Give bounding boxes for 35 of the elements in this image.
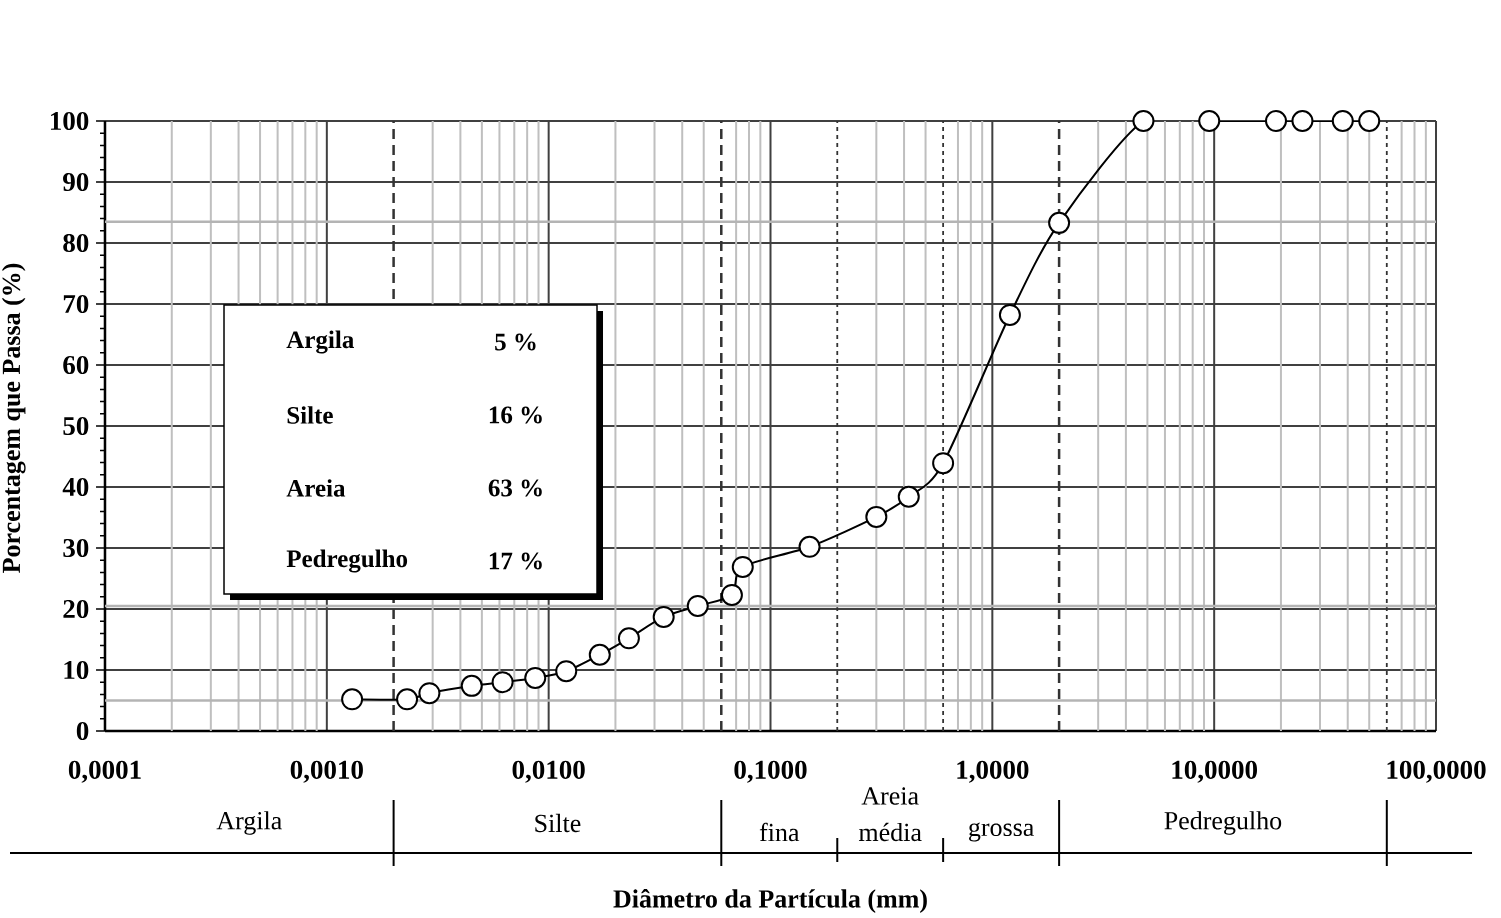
x-tick-label: 10,0000 (1172, 760, 1258, 783)
text: Areia (861, 787, 919, 805)
text: Pedregulho (1164, 811, 1282, 835)
x-tick-label: 0,0001 (68, 760, 141, 783)
annotation: 5 % (495, 333, 536, 351)
y-tick-label: 0 (76, 721, 89, 741)
y-tick-label: 20 (63, 599, 89, 619)
x-tick-label: 1,0000 (957, 760, 1029, 783)
y-tick-label: 60 (63, 355, 89, 375)
y-axis-title: Porcentagem que Passa (%) (1, 263, 26, 573)
text: Silte (535, 813, 581, 833)
annotation: Pedregulho (286, 549, 408, 573)
y-tick-label: 40 (62, 477, 89, 497)
y-tick-label: 100 (50, 111, 89, 131)
text: grossa (969, 822, 1034, 842)
x-tick-label: 0,0010 (290, 760, 363, 783)
annotation: Silte (287, 406, 333, 424)
y-tick-label: 10 (64, 660, 89, 680)
text: média (858, 822, 922, 842)
x-tick-label: 0,1000 (734, 760, 807, 783)
annotation: 16 % (489, 406, 542, 424)
y-tick-label: 50 (63, 416, 89, 436)
y-tick-label: 80 (63, 233, 89, 253)
annotation: Argila (286, 330, 354, 354)
y-tick-label: 90 (63, 172, 89, 192)
y-tick-label: 70 (63, 294, 89, 314)
y-tick-label: 30 (63, 538, 89, 558)
text: fina (759, 822, 800, 842)
annotation: Areia (286, 479, 346, 497)
text: Argila (216, 811, 282, 835)
x-axis-title: Diâmetro da Partícula (mm) (613, 889, 927, 913)
x-tick-label: 100,0000 (1387, 760, 1486, 783)
annotation: 63 % (488, 479, 542, 497)
annotation: 17 % (489, 552, 542, 570)
x-tick-label: 0,0100 (512, 760, 585, 783)
